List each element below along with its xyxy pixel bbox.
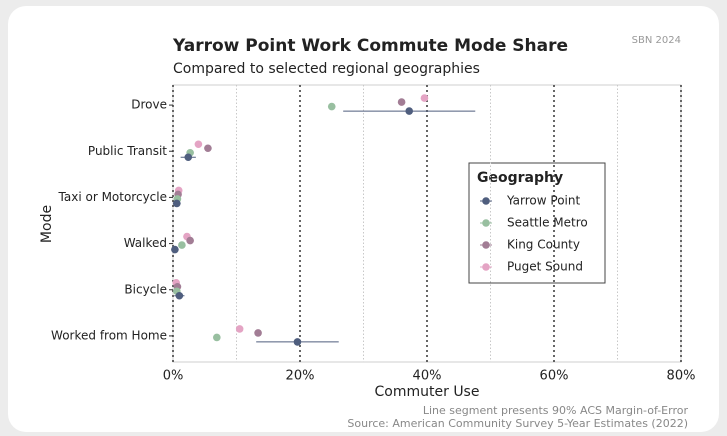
legend-label: Seattle Metro [507,216,588,230]
y-tick-label: Drove [131,98,167,112]
legend-swatch [482,241,490,249]
dot [254,329,262,337]
dot [204,144,212,153]
caption: Line segment presents 90% ACS Margin-of-… [423,404,689,417]
caption: Source: American Community Survey 5-Year… [347,417,688,430]
x-axis-label: Commuter Use [375,384,480,400]
x-tick-label: 80% [667,369,696,384]
dot [327,102,336,111]
x-tick-label: 20% [286,369,315,384]
dot [420,94,429,102]
dot [186,236,194,245]
legend-label: Yarrow Point [506,194,580,208]
y-tick-label: Taxi or Motorcycle [58,190,167,204]
legend-title: Geography [477,170,563,186]
y-axis-label: Mode [39,205,55,243]
x-tick-label: 40% [413,369,442,384]
dot [397,98,406,106]
y-tick-label: Bicycle [124,282,167,296]
y-tick-label: Walked [124,236,167,250]
chart-subtitle: Compared to selected regional geographie… [173,61,480,77]
dot [171,245,179,254]
legend-swatch [482,197,490,205]
badge: SBN 2024 [632,35,681,46]
dot [213,333,221,342]
dot [175,291,184,300]
x-tick-label: 0% [163,369,184,384]
dot [194,140,203,149]
y-tick-label: Worked from Home [51,328,167,342]
legend-swatch [482,219,490,227]
chart-title: Yarrow Point Work Commute Mode Share [172,36,568,56]
legend-swatch [482,263,490,271]
dot [293,338,302,346]
dot [184,153,193,162]
dot [178,241,186,249]
legend-label: King County [507,238,580,252]
x-tick-label: 60% [540,369,569,384]
dot [405,107,414,115]
dot [235,325,244,333]
legend-label: Puget Sound [507,260,583,274]
dot [173,199,181,208]
y-tick-label: Public Transit [88,144,167,158]
